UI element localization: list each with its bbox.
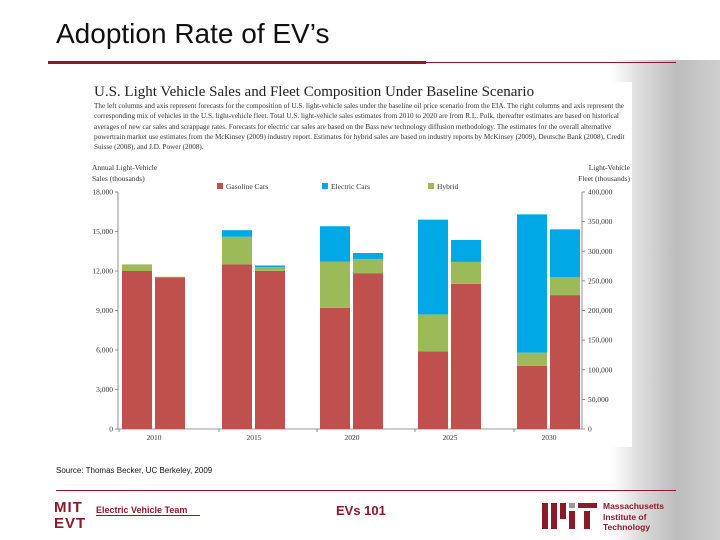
legend-swatch (428, 183, 434, 189)
bar-fleet-gasoline-cars (550, 295, 580, 429)
legend-label: Electric Cars (331, 182, 370, 191)
y-axis-left-label: Annual Light-Vehicle Sales (thousands) (92, 162, 182, 184)
title-rule-thin (426, 62, 676, 63)
mit-logo (542, 503, 597, 529)
bar-fleet-gasoline-cars (451, 283, 481, 429)
bar-sales-gasoline-cars (418, 351, 448, 429)
y-right-tick-label: 250,000 (588, 276, 613, 285)
y-left-tick-label: 6,000 (96, 346, 113, 355)
bar-fleet-hybrid (353, 258, 383, 274)
mit-wordmark-line: Institute of (603, 511, 647, 522)
y-right-tick-label: 200,000 (588, 306, 613, 315)
bar-fleet-gasoline-cars (255, 270, 285, 429)
bar-sales-electric-cars (222, 230, 252, 237)
bar-sales-hybrid (517, 352, 547, 366)
bar-fleet-gasoline-cars (155, 277, 185, 429)
bar-sales-electric-cars (517, 214, 547, 353)
bar-fleet-electric-cars (451, 239, 481, 262)
y-right-tick-label: 0 (588, 425, 592, 434)
legend-label: Hybrid (437, 182, 458, 191)
bar-sales-gasoline-cars (320, 307, 350, 429)
legend-label: Gasoline Cars (226, 182, 268, 191)
chart-title: U.S. Light Vehicle Sales and Fleet Compo… (94, 84, 535, 100)
y-right-tick-label: 350,000 (588, 217, 613, 226)
x-tick-label: 2010 (147, 433, 162, 442)
bar-sales-hybrid (122, 264, 152, 271)
y-axis-right-label: Light-Vehicle Fleet (thousands) (540, 162, 630, 184)
bar-fleet-hybrid (255, 267, 285, 271)
bar-fleet-electric-cars (353, 253, 383, 259)
x-tick-label: 2015 (247, 433, 262, 442)
bar-sales-gasoline-cars (222, 264, 252, 429)
y-right-tick-label: 150,000 (588, 336, 613, 345)
y-left-tick-label: 15,000 (92, 227, 113, 236)
y-right-tick-label: 50,000 (588, 395, 609, 404)
footer-center-text: EVs 101 (336, 503, 386, 518)
bar-fleet-hybrid (550, 277, 580, 296)
y-left-tick-label: 0 (109, 425, 113, 434)
y-right-tick-label: 300,000 (588, 247, 613, 256)
legend-swatch (322, 183, 328, 189)
bar-fleet-hybrid (155, 276, 185, 278)
evt-team-name: Electric Vehicle Team (96, 505, 200, 516)
mit-wordmark-line: Technology (603, 522, 651, 532)
y-left-label-line: Sales (thousands) (92, 174, 145, 183)
mit-wordmark-line: Massachusetts (603, 501, 664, 511)
legend-swatch (217, 183, 223, 189)
slide-title: Adoption Rate of EV’s (56, 18, 330, 49)
y-right-tick-label: 400,000 (588, 188, 613, 197)
bar-sales-gasoline-cars (517, 365, 547, 429)
bar-fleet-electric-cars (550, 229, 580, 278)
mit-wordmark: Massachusetts Institute of Technology (603, 501, 664, 533)
x-tick-label: 2030 (542, 433, 557, 442)
bar-sales-hybrid (222, 236, 252, 265)
title-rule (48, 61, 426, 64)
y-left-tick-label: 3,000 (96, 385, 113, 394)
footer-rule (56, 490, 676, 491)
bar-fleet-gasoline-cars (353, 273, 383, 429)
bar-sales-hybrid (418, 314, 448, 352)
x-tick-label: 2020 (345, 433, 360, 442)
bar-fleet-hybrid (451, 261, 481, 284)
bar-sales-gasoline-cars (122, 271, 152, 429)
chart-description: The left columns and axis represent fore… (94, 102, 625, 152)
mit-evt-logo: MIT EVT (54, 499, 87, 532)
y-left-tick-label: 12,000 (92, 267, 113, 276)
x-tick-label: 2025 (443, 433, 458, 442)
bar-sales-electric-cars (320, 226, 350, 262)
y-left-label-line: Annual Light-Vehicle (92, 163, 158, 172)
y-right-label-line: Light-Vehicle (588, 163, 630, 172)
bar-sales-hybrid (320, 261, 350, 308)
y-right-tick-label: 100,000 (588, 365, 613, 374)
bar-fleet-electric-cars (255, 265, 285, 268)
y-left-tick-label: 18,000 (92, 188, 113, 197)
y-right-label-line: Fleet (thousands) (578, 174, 630, 183)
y-left-tick-label: 9,000 (96, 306, 113, 315)
bar-sales-electric-cars (418, 219, 448, 315)
source-note: Source: Thomas Becker, UC Berkeley, 2009 (56, 466, 213, 475)
